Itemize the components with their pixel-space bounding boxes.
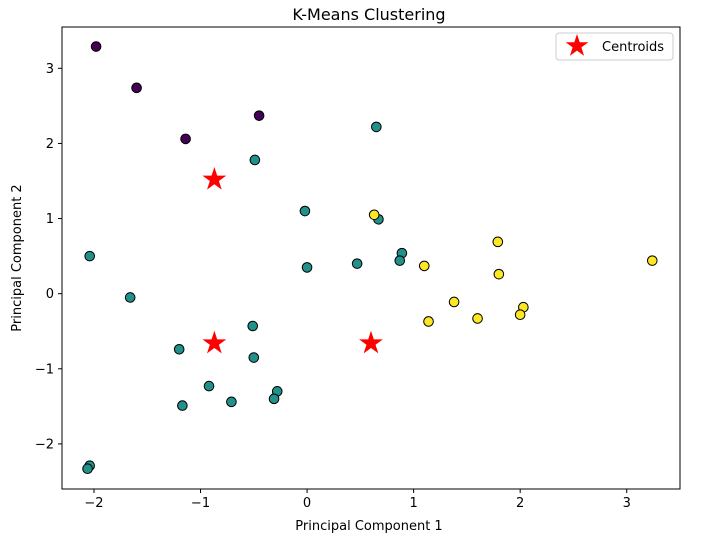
- data-point-purple: [90, 41, 102, 52]
- x-axis: −2 −1 0 1 2 3: [84, 489, 631, 511]
- centroid-star: [202, 167, 227, 190]
- x-tick-label: −1: [191, 496, 210, 511]
- x-tick-label: 2: [516, 496, 524, 511]
- y-axis-label: Principal Component 2: [10, 184, 25, 331]
- data-point-teal: [299, 205, 311, 217]
- legend-star-shape: [565, 34, 589, 56]
- data-point-teal: [203, 380, 215, 392]
- data-point-teal: [226, 396, 237, 408]
- centroid-star: [202, 330, 227, 354]
- data-point-teal: [82, 463, 93, 475]
- plot-area: [61, 26, 681, 490]
- data-point-yellow: [423, 316, 434, 327]
- data-point-teal: [248, 352, 260, 363]
- points-layer: [82, 41, 658, 475]
- data-point-yellow: [647, 255, 658, 266]
- y-tick-label: 1: [46, 212, 54, 227]
- x-tick-label: 3: [623, 496, 631, 511]
- data-point-teal: [268, 393, 280, 405]
- legend: Centroids: [555, 32, 674, 61]
- chart-title: K-Means Clustering: [292, 5, 445, 24]
- data-point-teal: [301, 262, 313, 273]
- data-point-yellow: [448, 296, 460, 308]
- data-point-purple: [253, 110, 265, 121]
- y-tick-label: 0: [46, 287, 54, 302]
- legend-box: [555, 32, 674, 61]
- data-point-yellow: [492, 236, 504, 248]
- data-point-teal: [124, 292, 136, 303]
- data-point-teal: [247, 320, 259, 332]
- data-point-teal: [394, 255, 406, 266]
- data-point-yellow: [418, 260, 430, 272]
- centroids-layer: [202, 167, 383, 354]
- data-point-teal: [84, 250, 95, 262]
- data-point-yellow: [493, 268, 505, 280]
- data-point-teal: [351, 258, 363, 269]
- y-tick-label: 2: [46, 137, 54, 152]
- legend-centroids-label: Centroids: [602, 40, 664, 55]
- legend-centroid-star-icon: [565, 34, 589, 56]
- data-point-teal: [177, 400, 188, 411]
- x-tick-label: −2: [84, 496, 103, 511]
- data-point-purple: [131, 82, 142, 94]
- data-point-purple: [180, 133, 191, 145]
- y-axis: −2 −1 0 1 2 3: [35, 62, 62, 452]
- data-point-yellow: [514, 309, 526, 321]
- y-tick-label: 3: [46, 62, 54, 77]
- x-tick-label: 0: [303, 496, 311, 511]
- data-point-yellow: [368, 209, 380, 221]
- data-point-yellow: [472, 313, 483, 324]
- x-axis-label: Principal Component 1: [295, 519, 442, 534]
- x-tick-label: 1: [409, 496, 417, 511]
- data-point-teal: [173, 343, 185, 355]
- y-tick-label: −1: [35, 362, 54, 377]
- y-tick-label: −2: [35, 437, 54, 452]
- data-point-teal: [249, 154, 261, 166]
- data-point-teal: [371, 121, 382, 133]
- centroid-star: [359, 330, 383, 354]
